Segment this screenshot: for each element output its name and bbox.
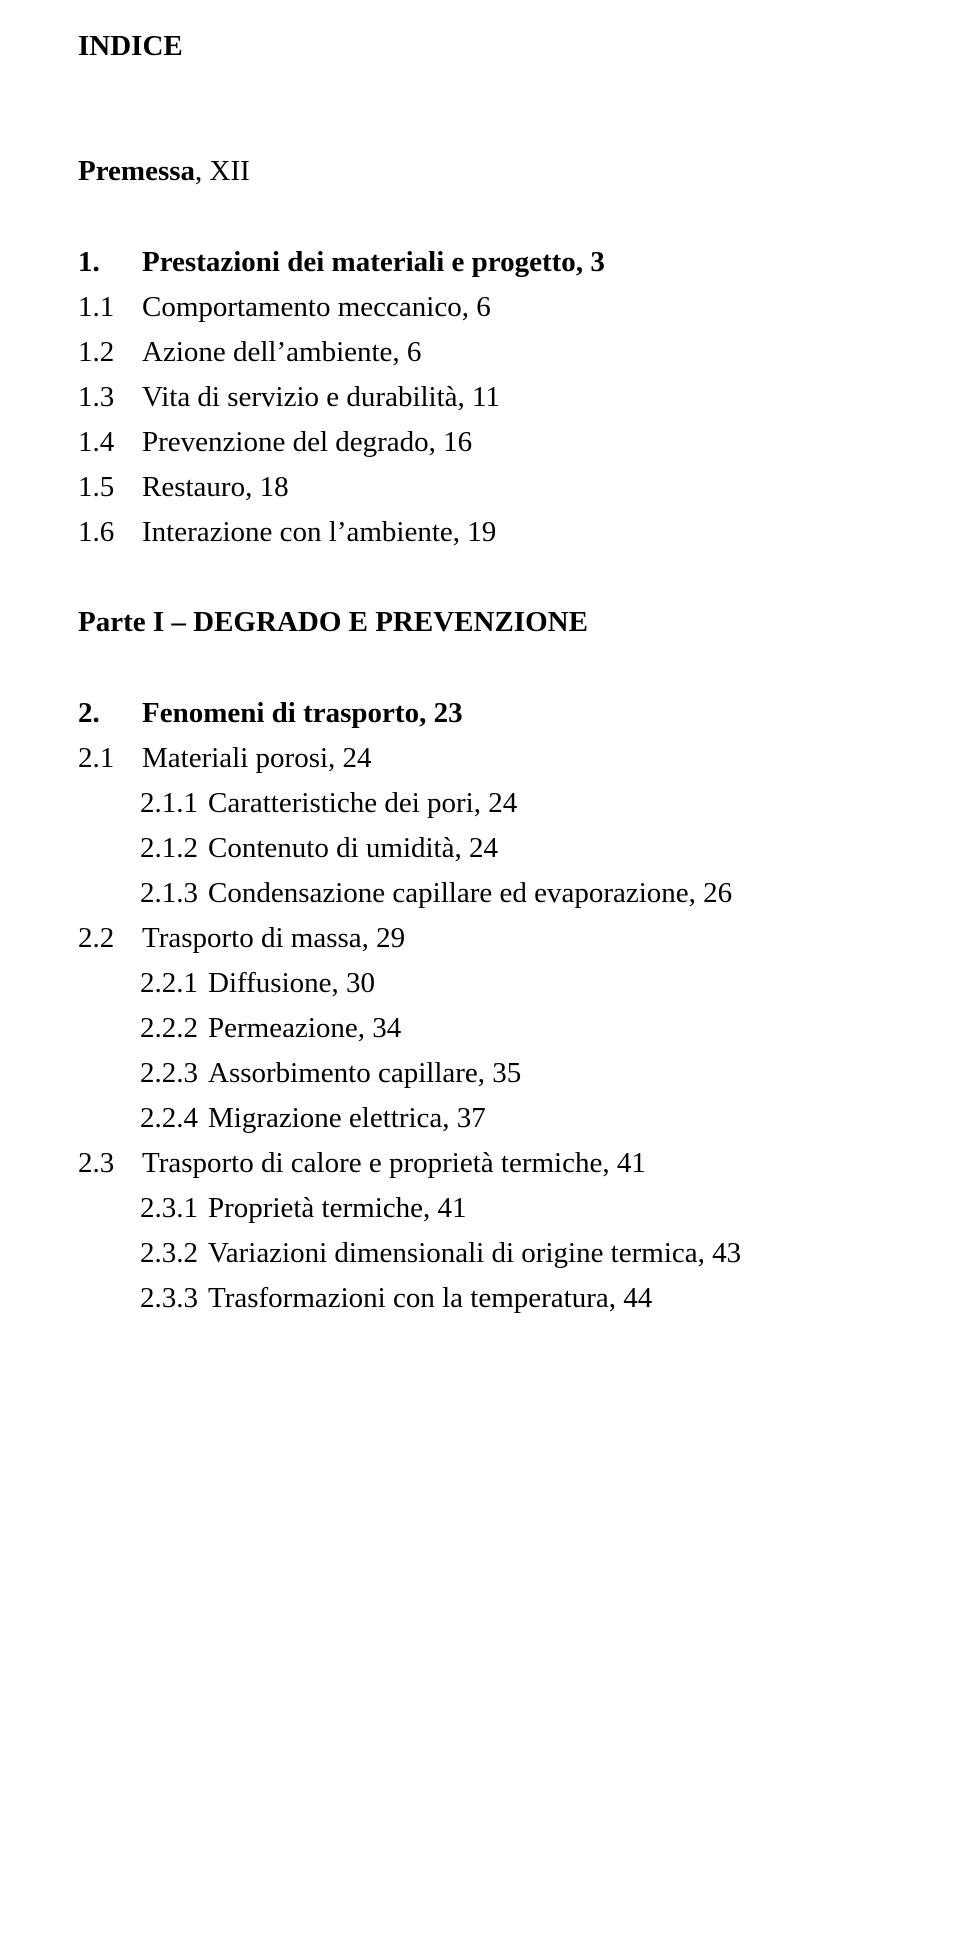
toc-text: Permeazione, 34 (208, 1012, 401, 1044)
toc-text: Prestazioni dei materiali e progetto (142, 246, 576, 278)
toc-num: 2.3.3 (140, 1276, 208, 1321)
toc-text: Prevenzione del degrado, 16 (142, 426, 472, 458)
toc-subentry: 2.3.2Variazioni dimensionali di origine … (78, 1231, 882, 1276)
toc-num: 1.5 (78, 465, 142, 510)
toc-part-1: Parte I – DEGRADO E PREVENZIONE (78, 600, 882, 645)
toc-text: Variazioni dimensionali di origine termi… (208, 1237, 741, 1269)
toc-text: Vita di servizio e durabilità, 11 (142, 381, 500, 413)
toc-text: Fenomeni di trasporto (142, 697, 419, 729)
toc-num: 2.1.1 (140, 781, 208, 826)
toc-text: Comportamento meccanico, 6 (142, 291, 491, 323)
toc-num: 1. (78, 240, 142, 285)
toc-num: 2. (78, 691, 142, 736)
toc-entry: 1.3Vita di servizio e durabilità, 11 (78, 375, 882, 420)
toc-num: 2.2.4 (140, 1096, 208, 1141)
toc-num: 2.1 (78, 736, 142, 781)
toc-text: Trasporto di calore e proprietà termiche… (142, 1147, 646, 1179)
toc-num: 1.4 (78, 420, 142, 465)
toc-num: 1.2 (78, 330, 142, 375)
toc-chapter-1-head: 1.Prestazioni dei materiali e progetto, … (78, 240, 882, 285)
toc-entry: 1.1Comportamento meccanico, 6 (78, 285, 882, 330)
toc-premessa: Premessa, XII (78, 149, 882, 194)
toc-num: 2.3 (78, 1141, 142, 1186)
toc-subentry: 2.3.3Trasformazioni con la temperatura, … (78, 1276, 882, 1321)
toc-num: 1.1 (78, 285, 142, 330)
toc-text: Trasformazioni con la temperatura, 44 (208, 1282, 652, 1314)
toc-subentry: 2.3.1Proprietà termiche, 41 (78, 1186, 882, 1231)
toc-text: Trasporto di massa, 29 (142, 922, 405, 954)
toc-chapter-2-head: 2.Fenomeni di trasporto, 23 (78, 691, 882, 736)
toc-text: Condensazione capillare ed evaporazione,… (208, 877, 732, 909)
toc-subentry: 2.2.4Migrazione elettrica, 37 (78, 1096, 882, 1141)
toc-text: Caratteristiche dei pori, 24 (208, 787, 517, 819)
toc-subentry: 2.1.1Caratteristiche dei pori, 24 (78, 781, 882, 826)
toc-entry: 2.3Trasporto di calore e proprietà termi… (78, 1141, 882, 1186)
toc-text: Diffusione, 30 (208, 967, 375, 999)
toc-subentry: 2.1.2Contenuto di umidità, 24 (78, 826, 882, 871)
toc-text: Azione dell’ambiente, 6 (142, 336, 421, 368)
toc-num: 2.2.1 (140, 961, 208, 1006)
toc-entry: 1.2Azione dell’ambiente, 6 (78, 330, 882, 375)
toc-num: 1.3 (78, 375, 142, 420)
toc-text: Assorbimento capillare, 35 (208, 1057, 521, 1089)
toc-num: 2.2 (78, 916, 142, 961)
toc-page: , 3 (576, 246, 605, 278)
toc-text: Restauro, 18 (142, 471, 289, 503)
toc-subentry: 2.2.2Permeazione, 34 (78, 1006, 882, 1051)
toc-entry: 2.2Trasporto di massa, 29 (78, 916, 882, 961)
toc-page: , 23 (419, 697, 463, 729)
toc-num: 2.3.1 (140, 1186, 208, 1231)
toc-text: Interazione con l’ambiente, 19 (142, 516, 496, 548)
toc-text: Proprietà termiche, 41 (208, 1192, 467, 1224)
toc-entry: 1.4Prevenzione del degrado, 16 (78, 420, 882, 465)
toc-num: 1.6 (78, 510, 142, 555)
page-title: INDICE (78, 24, 882, 69)
premessa-page: , XII (195, 155, 250, 187)
toc-text: Contenuto di umidità, 24 (208, 832, 498, 864)
toc-subentry: 2.2.1Diffusione, 30 (78, 961, 882, 1006)
premessa-label: Premessa (78, 155, 195, 187)
toc-num: 2.2.2 (140, 1006, 208, 1051)
toc-text: Migrazione elettrica, 37 (208, 1102, 486, 1134)
toc-text: Materiali porosi, 24 (142, 742, 372, 774)
toc-num: 2.1.3 (140, 871, 208, 916)
toc-num: 2.3.2 (140, 1231, 208, 1276)
toc-num: 2.1.2 (140, 826, 208, 871)
toc-entry: 1.6Interazione con l’ambiente, 19 (78, 510, 882, 555)
toc-subentry: 2.1.3Condensazione capillare ed evaporaz… (78, 871, 882, 916)
toc-entry: 1.5Restauro, 18 (78, 465, 882, 510)
toc-num: 2.2.3 (140, 1051, 208, 1096)
toc-entry: 2.1Materiali porosi, 24 (78, 736, 882, 781)
toc-subentry: 2.2.3Assorbimento capillare, 35 (78, 1051, 882, 1096)
